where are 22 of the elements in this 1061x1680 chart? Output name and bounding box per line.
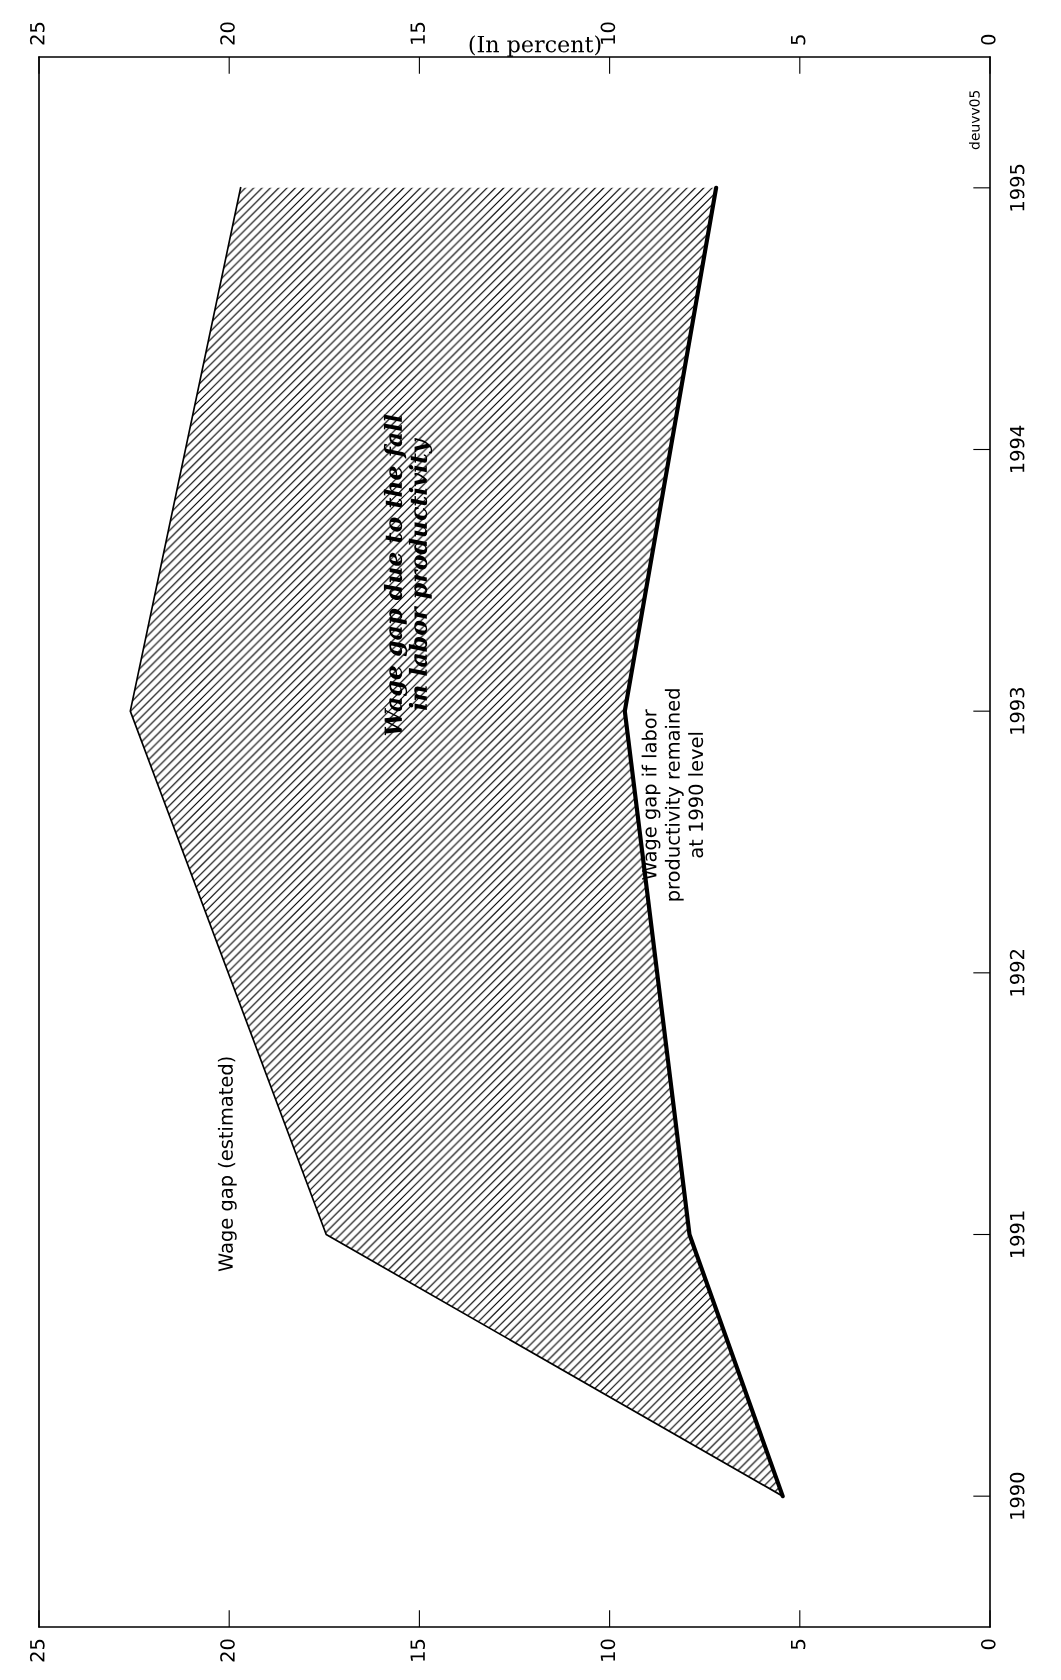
x2-tick-label: 25 <box>29 1639 45 1662</box>
x-tick-label: 15 <box>410 22 426 44</box>
chart-title: (In percent) <box>469 35 601 57</box>
y-tick-label: 1990 <box>1009 1472 1025 1519</box>
y-tick-label: 1993 <box>1009 687 1025 734</box>
annotation: deuvv05 <box>969 90 980 150</box>
y-tick-label: 1992 <box>1009 950 1025 996</box>
x-tick-label: 0 <box>980 34 996 45</box>
x-tick-label: 25 <box>29 22 45 45</box>
x-tick-label: 10 <box>600 22 616 44</box>
x2-tick-label: 5 <box>790 1639 806 1649</box>
y-tick-label: 1994 <box>1009 425 1025 473</box>
y-tick-label: 1995 <box>1009 164 1025 211</box>
y-tick-label: 1991 <box>1009 1211 1025 1258</box>
x2-tick-label: 0 <box>980 1639 996 1650</box>
x2-tick-label: 20 <box>220 1639 235 1662</box>
x-tick-label: 20 <box>220 22 235 45</box>
x-tick-label: 5 <box>790 35 806 45</box>
x2-tick-label: 15 <box>410 1639 426 1661</box>
annotation: Wage gap due to the fall in labor productivity <box>383 414 433 736</box>
text: Wage gap (estimated) <box>217 1057 237 1272</box>
x2-tick-label: 10 <box>600 1639 616 1661</box>
